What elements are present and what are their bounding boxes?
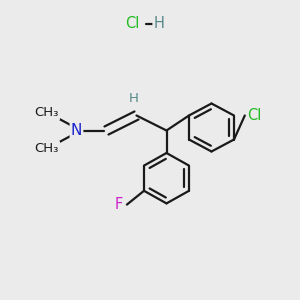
Text: N: N bbox=[71, 123, 82, 138]
Text: F: F bbox=[114, 197, 123, 212]
Text: H: H bbox=[154, 16, 164, 32]
Text: CH₃: CH₃ bbox=[34, 106, 59, 119]
Text: CH₃: CH₃ bbox=[34, 142, 59, 155]
Text: Cl: Cl bbox=[125, 16, 139, 32]
Text: Cl: Cl bbox=[247, 108, 262, 123]
Text: H: H bbox=[129, 92, 138, 106]
